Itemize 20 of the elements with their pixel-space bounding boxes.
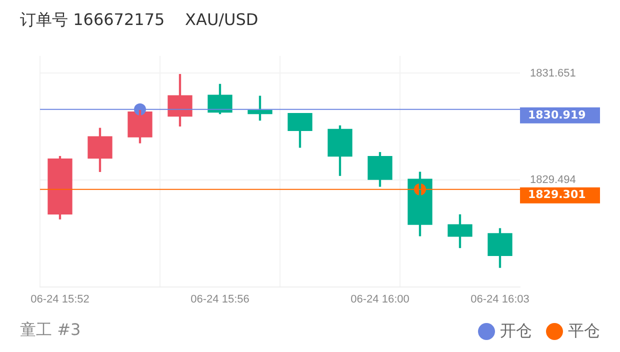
candlestick: [48, 156, 72, 220]
ref-line-label: 1830.919: [528, 108, 586, 122]
y-tick-label: 1831.651: [530, 67, 576, 80]
chart-title: 订单号 166672175 XAU/USD: [20, 10, 258, 31]
candlestick: [88, 128, 112, 172]
y-tick-label: 1829.494: [530, 174, 576, 186]
x-tick-label: 06-24 16:03: [470, 293, 530, 306]
x-tick-label: 06-24 15:56: [190, 293, 250, 306]
candlestick: [328, 125, 352, 176]
candlestick: [368, 152, 392, 187]
candlestick: [288, 113, 312, 148]
x-tick-label: 06-24 16:00: [350, 293, 410, 306]
candlestick: [408, 172, 432, 236]
legend-label: 平仓: [568, 321, 600, 342]
candlestick: [488, 228, 512, 268]
text: 童工 #3: [20, 320, 81, 341]
ref-line-label: 1829.301: [528, 188, 586, 202]
candlestick: [448, 214, 472, 248]
x-tick-label: 06-24 15:52: [30, 293, 90, 306]
legend-label: 开仓: [500, 321, 532, 342]
